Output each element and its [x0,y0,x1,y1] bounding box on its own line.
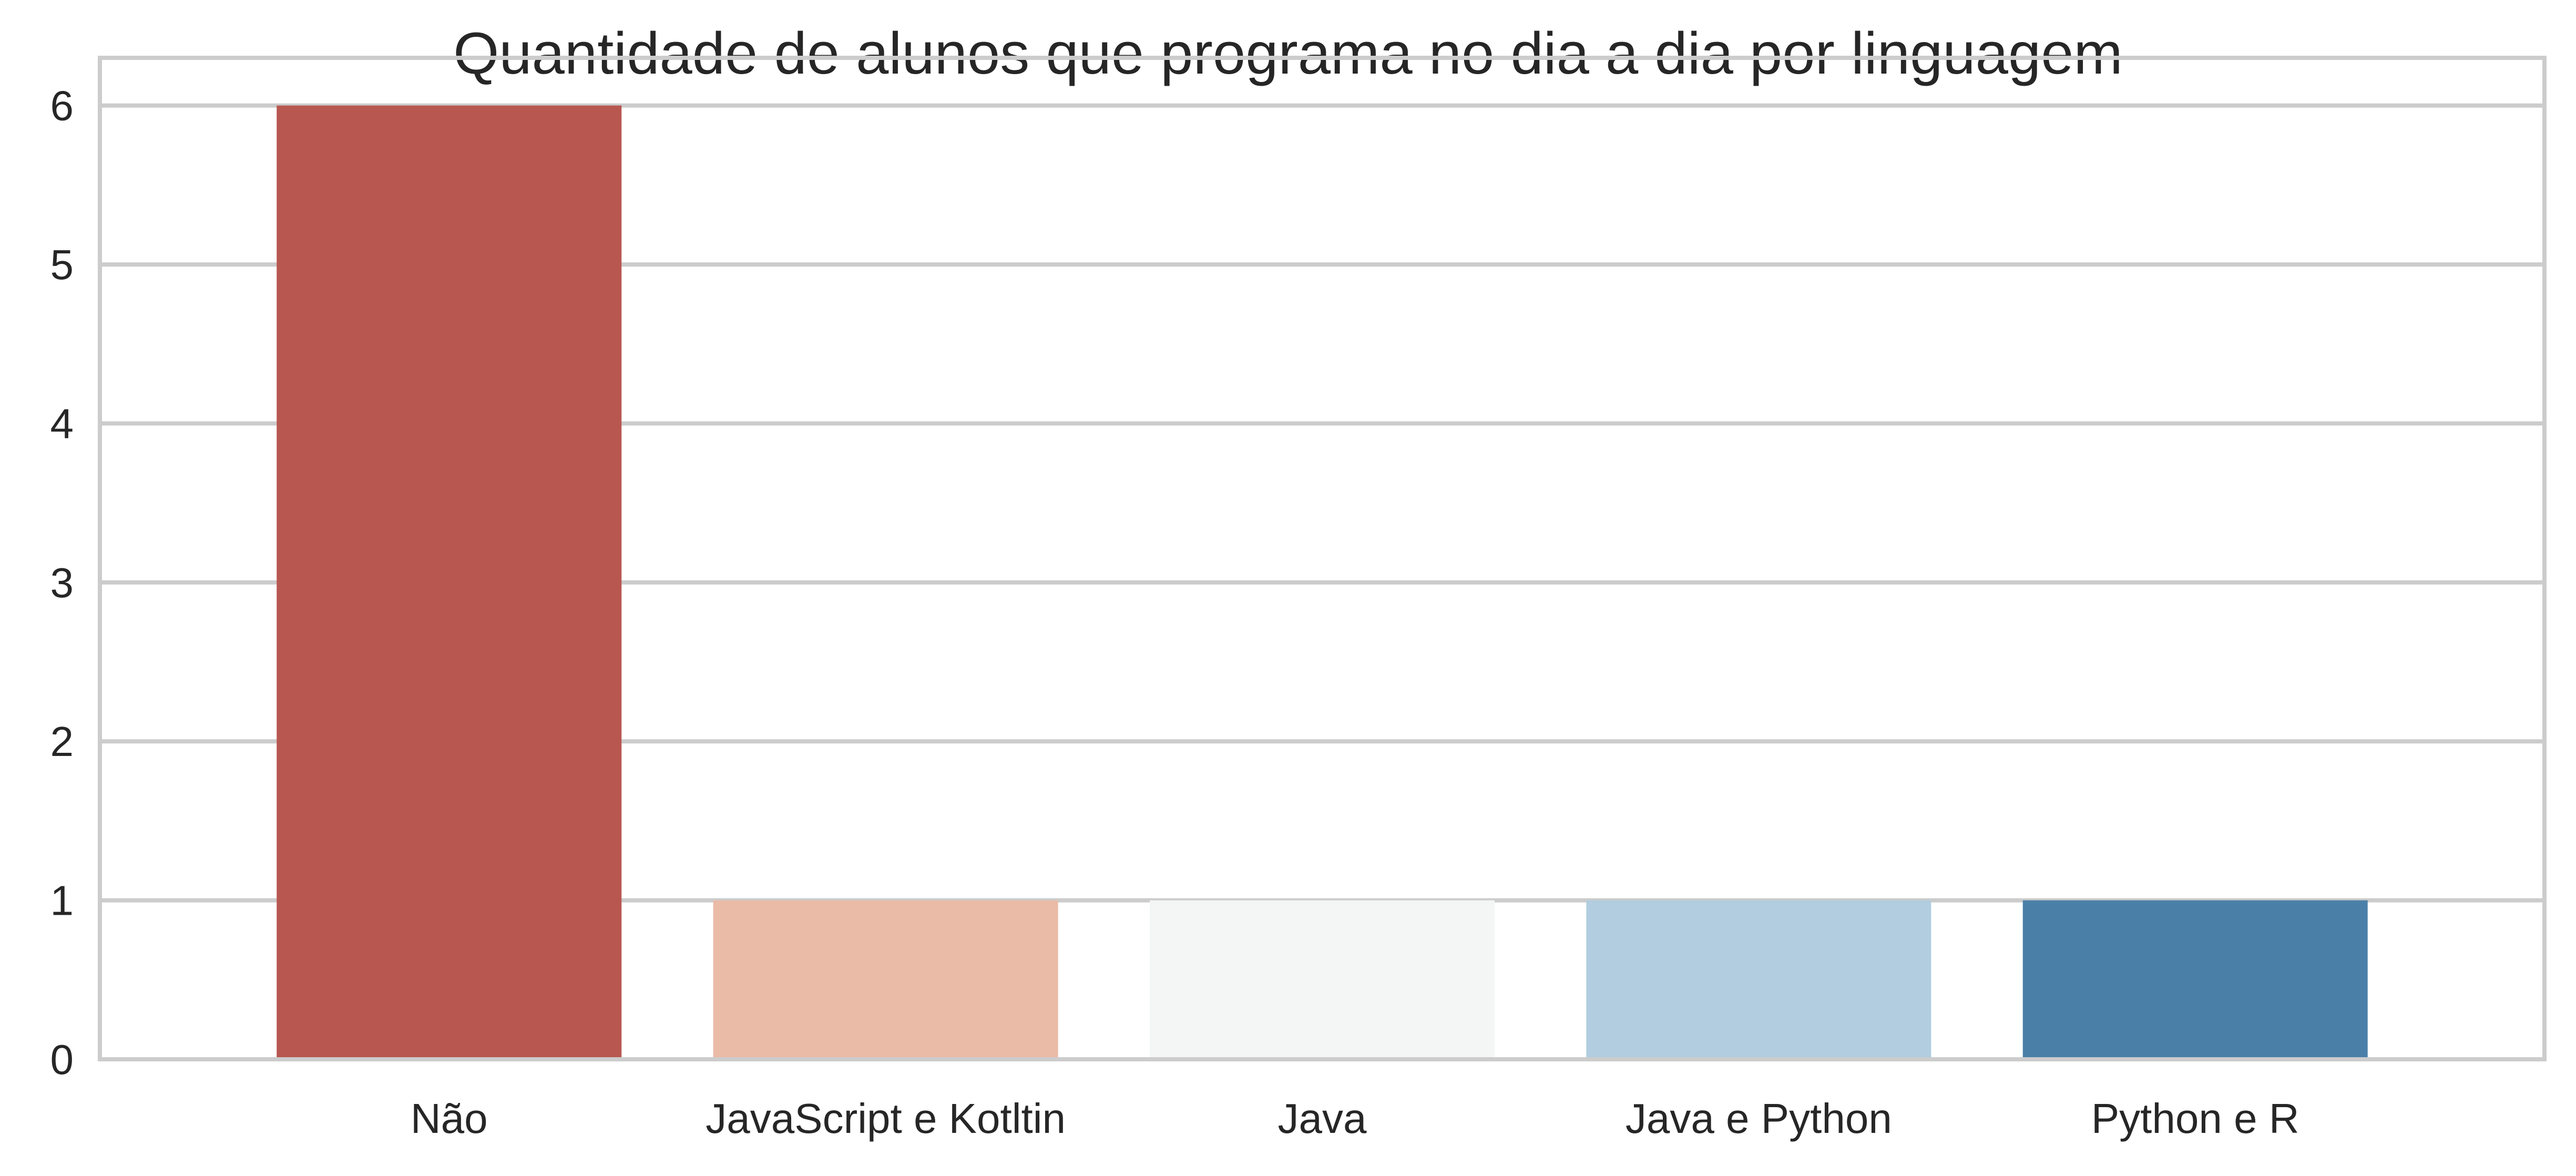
x-tick-label: Não [411,1095,488,1142]
y-tick-label: 0 [50,1036,74,1083]
y-tick-label: 1 [50,877,74,924]
x-tick-label: Python e R [2091,1095,2299,1142]
chart-title: Quantidade de alunos que programa no dia… [453,21,2123,86]
y-tick-label: 4 [50,400,74,447]
bar-0 [277,105,622,1060]
bars [277,105,2368,1060]
bar-4 [2022,900,2368,1059]
y-tick-label: 3 [50,559,74,606]
x-axis-ticks: Não JavaScript e Kotltin Java Java e Python… [411,1095,2299,1142]
bar-2 [1150,900,1495,1059]
y-tick-label: 6 [50,83,74,129]
bar-1 [713,900,1058,1059]
y-axis-ticks: 0 1 2 3 4 5 6 [50,83,74,1083]
y-tick-label: 5 [50,241,74,288]
x-tick-label: JavaScript e Kotltin [706,1095,1066,1142]
x-tick-label: Java e Python [1626,1095,1892,1142]
bar-3 [1586,900,1931,1059]
x-tick-label: Java [1278,1095,1367,1142]
y-tick-label: 2 [50,718,74,765]
plot-frame [98,56,2547,1061]
